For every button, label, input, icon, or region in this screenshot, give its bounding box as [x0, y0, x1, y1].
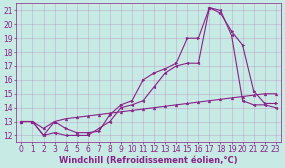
- X-axis label: Windchill (Refroidissement éolien,°C): Windchill (Refroidissement éolien,°C): [59, 156, 238, 164]
